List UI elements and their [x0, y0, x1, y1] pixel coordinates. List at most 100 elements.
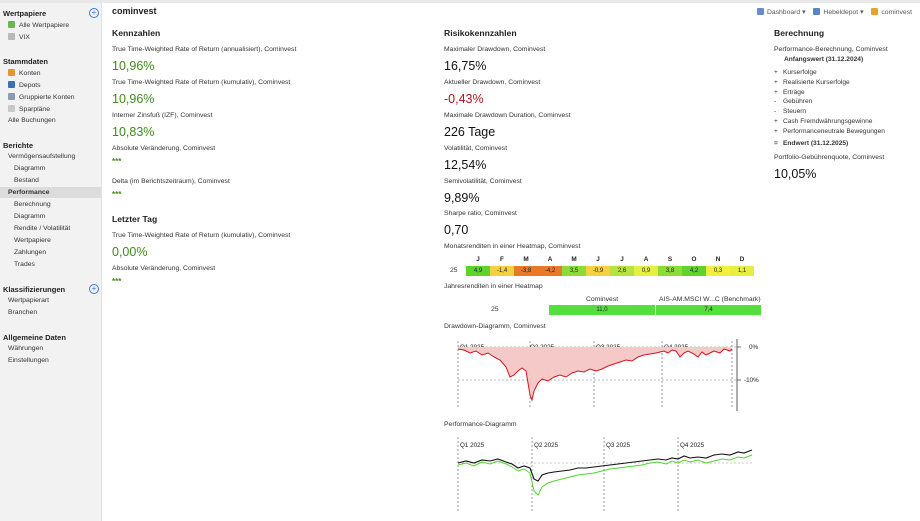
- sidebar-item-depots[interactable]: Depots: [8, 81, 41, 89]
- portfolio-icon: [813, 8, 821, 15]
- month-heat-cell: 1,1: [730, 266, 754, 276]
- chevron-down-icon[interactable]: ▾: [860, 9, 864, 16]
- risk-label: Semivolatilität, Cominvest: [444, 178, 522, 185]
- fee-ratio-value: 10,05%: [774, 167, 817, 181]
- crumb-cominvest[interactable]: cominvest: [871, 8, 912, 16]
- sidebar-item-waehrungen[interactable]: Währungen: [8, 345, 44, 352]
- risk-value: 16,75%: [444, 59, 487, 73]
- yearly-heat-cell: 7,4: [656, 305, 761, 315]
- sidebar-item-bestand[interactable]: Bestand: [14, 177, 39, 184]
- add-classification-button[interactable]: +: [89, 284, 99, 294]
- sidebar-item-wertpapiere[interactable]: Wertpapiere: [14, 237, 51, 244]
- add-security-button[interactable]: +: [89, 8, 99, 18]
- month-heat-cell: -1,4: [490, 266, 514, 276]
- calc-line: + Kurserfolge: [774, 69, 817, 76]
- quarter-label: Q2 2025: [534, 442, 559, 449]
- drawdown-line: [457, 348, 733, 402]
- account-icon: [871, 8, 879, 15]
- sidebar-item-diagramm[interactable]: Diagramm: [14, 165, 46, 172]
- sidebar-item-performance[interactable]: Performance: [8, 189, 50, 196]
- month-header: N: [715, 256, 721, 263]
- month-heat-cell: -0,9: [586, 266, 610, 276]
- account-icon: [8, 69, 15, 76]
- metric-value: 10,83%: [112, 125, 155, 139]
- quarter-label: Q3 2025: [606, 442, 631, 449]
- metric-label: Absolute Veränderung, Cominvest: [112, 145, 216, 152]
- month-heat-cell: 0,3: [706, 266, 730, 276]
- risk-label: Aktueller Drawdown, Cominvest: [444, 79, 541, 86]
- month-heat-cell: 3,8: [658, 266, 682, 276]
- window-top-strip: [0, 0, 920, 3]
- month-header: M: [571, 256, 577, 263]
- calc-end-value: = Endwert (31.12.2025): [774, 140, 849, 147]
- savings-plan-icon: [8, 105, 15, 112]
- sidebar-item-sparplaene[interactable]: Sparpläne: [8, 105, 50, 113]
- month-header: A: [547, 256, 553, 263]
- metric-value: 10,96%: [112, 92, 155, 106]
- yearly-col-header: AIS-AM.MSCI W...C (Benchmark): [659, 296, 761, 303]
- metric-value-hidden: ***: [112, 190, 122, 199]
- calc-line: - Steuern: [774, 108, 807, 116]
- month-heat-cell: 0,9: [634, 266, 658, 276]
- month-heat-cell: 4,9: [466, 266, 490, 276]
- sidebar-section-klassifizierungen: Klassifizierungen: [3, 285, 66, 294]
- dashboard-icon: [756, 8, 764, 15]
- month-header: F: [500, 256, 504, 263]
- yearly-heatmap-label: Jahresrenditen in einer Heatmap: [444, 283, 543, 290]
- metric-label: Absolute Veränderung, Cominvest: [112, 265, 216, 272]
- sidebar-item-performance-diagramm[interactable]: Diagramm: [14, 213, 46, 220]
- sidebar-item-vermoegensaufstellung[interactable]: Vermögensaufstellung: [8, 153, 76, 160]
- risk-label: Maximaler Drawdown, Cominvest: [444, 46, 546, 53]
- calc-line: + Erträge: [774, 88, 805, 96]
- watchlist-icon: [8, 33, 15, 40]
- sidebar-item-konten[interactable]: Konten: [8, 69, 41, 77]
- metric-value: 0,00%: [112, 245, 148, 259]
- monthly-heatmap-row: 4,9 -1,4 -3,8 -4,2 3,5 -0,9 2,6 0,9 3,8 4,2 0,3 1,1: [466, 266, 754, 276]
- sidebar-section-berichte: Berichte: [3, 141, 34, 150]
- sidebar-item-einstellungen[interactable]: Einstellungen: [8, 357, 49, 364]
- sidebar-item-branchen[interactable]: Branchen: [8, 309, 38, 316]
- yearly-heat-cell: 11,0: [549, 305, 655, 315]
- month-heat-cell: -3,8: [514, 266, 538, 276]
- month-heat-cell: -4,2: [538, 266, 562, 276]
- sidebar-item-berechnung[interactable]: Berechnung: [14, 201, 51, 208]
- crumb-dashboard[interactable]: Dashboard ▾: [756, 8, 806, 16]
- quarter-label: Q1 2025: [460, 442, 485, 449]
- fee-ratio-label: Portfolio-Gebührenquote, Cominvest: [774, 154, 885, 161]
- breadcrumb: Dashboard ▾ Hebeldepot ▾ cominvest: [751, 8, 912, 16]
- portfolio-icon: [8, 81, 15, 88]
- metric-value: 10,96%: [112, 59, 155, 73]
- y-tick-label: 0%: [749, 344, 759, 351]
- sidebar-item-zahlungen[interactable]: Zahlungen: [14, 249, 47, 256]
- risk-value: 0,70: [444, 223, 469, 237]
- month-header: J: [596, 256, 600, 263]
- monthly-heatmap-label: Monatsrenditen in einer Heatmap, Cominve…: [444, 243, 581, 250]
- crumb-hebeldepot[interactable]: Hebeldepot ▾: [813, 8, 864, 16]
- sidebar-item-vix[interactable]: VIX: [8, 33, 30, 41]
- main-content: cominvest Dashboard ▾ Hebeldepot ▾ comin…: [103, 3, 920, 521]
- metric-label: True Time-Weighted Rate of Return (kumul…: [112, 232, 291, 239]
- sidebar-item-gruppierte-konten[interactable]: Gruppierte Konten: [8, 93, 75, 101]
- chevron-down-icon[interactable]: ▾: [802, 9, 806, 16]
- month-heat-cell: 2,6: [610, 266, 634, 276]
- yearly-col-header: Cominvest: [586, 296, 619, 303]
- sidebar-section-stammdaten: Stammdaten: [3, 57, 49, 66]
- metric-value-hidden: ***: [112, 277, 122, 286]
- sidebar-item-wertpapierart[interactable]: Wertpapierart: [8, 297, 50, 304]
- metric-label: Interner Zinsfuß (IZF), Cominvest: [112, 112, 213, 119]
- month-header: J: [620, 256, 624, 263]
- risk-value: 9,89%: [444, 191, 480, 205]
- heatmap-year: 25: [491, 306, 499, 313]
- risk-value: -0,43%: [444, 92, 484, 106]
- sidebar-item-alle-buchungen[interactable]: Alle Buchungen: [8, 117, 56, 124]
- calc-line: + Cash Fremdwährungsgewinne: [774, 118, 873, 125]
- sidebar-item-rendite-volatilitaet[interactable]: Rendite / Volatilität: [14, 225, 71, 232]
- drawdown-area: [458, 347, 732, 400]
- metric-value-hidden: ***: [112, 157, 122, 166]
- metric-label: Delta (im Berichtszeitraum), Cominvest: [112, 178, 230, 185]
- calc-subtitle: Performance-Berechnung, Cominvest: [774, 46, 888, 53]
- sidebar-item-trades[interactable]: Trades: [14, 261, 35, 268]
- performance-chart-label: Performance-Diagramm: [444, 421, 517, 428]
- sidebar-item-alle-wertpapiere[interactable]: Alle Wertpapiere: [8, 21, 69, 29]
